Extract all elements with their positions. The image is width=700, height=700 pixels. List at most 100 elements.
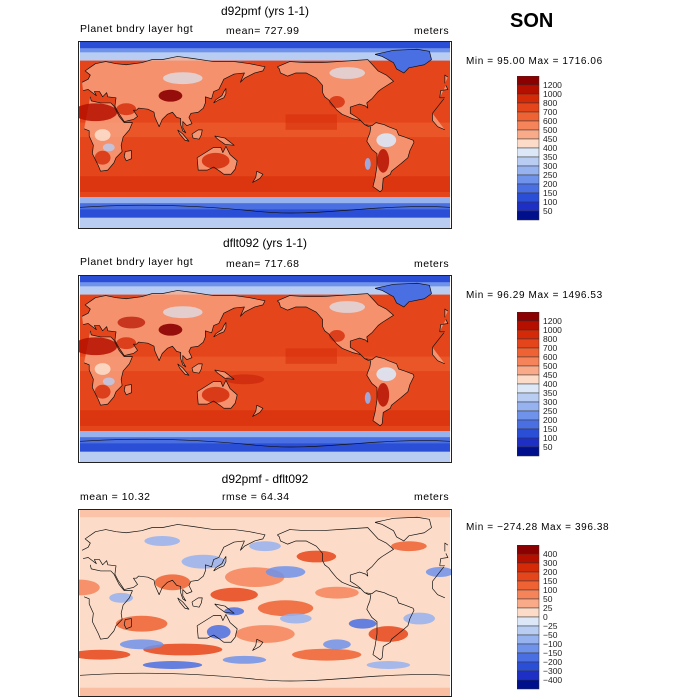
- colorbar-label: 300: [543, 397, 557, 407]
- colorbar-label: 1200: [543, 80, 562, 90]
- colorbar-label: −300: [543, 666, 562, 676]
- colorbar-label: 600: [543, 352, 557, 362]
- colorbar-label: −200: [543, 657, 562, 667]
- colorbar-label: 600: [543, 116, 557, 126]
- panel-1-mean: mean= 727.99: [226, 25, 300, 37]
- colorbar-swatch: [517, 643, 540, 654]
- colorbar-swatch: [517, 365, 540, 376]
- colorbar-swatch: [517, 392, 540, 403]
- colorbar-swatch: [517, 338, 540, 349]
- colorbar-label: 250: [543, 406, 557, 416]
- colorbar-swatch: [517, 598, 540, 609]
- colorbar-swatch: [517, 571, 540, 582]
- colorbar-label: 200: [543, 179, 557, 189]
- colorbar-swatch: [517, 76, 540, 86]
- panel-2-units: meters: [414, 258, 450, 270]
- colorbar-swatch: [517, 192, 540, 203]
- colorbar-label: 700: [543, 343, 557, 353]
- colorbar-label: 450: [543, 134, 557, 144]
- colorbar-swatch: [517, 625, 540, 636]
- panel-2-colorbar: 1200100080070060050045040035030025020015…: [517, 312, 562, 457]
- colorbar-label: 150: [543, 188, 557, 198]
- colorbar-swatch: [517, 329, 540, 340]
- colorbar-label: 100: [543, 585, 557, 595]
- colorbar-swatch: [517, 320, 540, 331]
- colorbar-swatch: [517, 174, 540, 185]
- colorbar-label: 200: [543, 415, 557, 425]
- colorbar-label: 350: [543, 388, 557, 398]
- colorbar-label: 500: [543, 361, 557, 371]
- colorbar-label: 50: [543, 206, 553, 216]
- season-label: SON: [510, 10, 554, 32]
- colorbar-label: 50: [543, 442, 553, 452]
- colorbar-label: 700: [543, 107, 557, 117]
- panel-1-map: [78, 41, 452, 229]
- colorbar-label: 1200: [543, 316, 562, 326]
- colorbar-swatch: [517, 661, 540, 672]
- colorbar-label: 450: [543, 370, 557, 380]
- panel-2-mean: mean= 717.68: [226, 258, 300, 270]
- colorbar-label: 150: [543, 424, 557, 434]
- colorbar-label: −50: [543, 630, 558, 640]
- panel-3-minmax: Min = −274.28 Max = 396.38: [466, 522, 610, 533]
- colorbar-swatch: [517, 446, 540, 457]
- colorbar-label: 150: [543, 576, 557, 586]
- colorbar-swatch: [517, 419, 540, 430]
- colorbar-label: −150: [543, 648, 562, 658]
- colorbar-swatch: [517, 102, 540, 113]
- colorbar-swatch: [517, 545, 540, 555]
- colorbar-label: 500: [543, 125, 557, 135]
- colorbar-label: 400: [543, 143, 557, 153]
- colorbar-swatch: [517, 634, 540, 645]
- panel-3-units: meters: [414, 491, 450, 503]
- colorbar-label: 400: [543, 549, 557, 559]
- colorbar-swatch: [517, 616, 540, 627]
- colorbar-swatch: [517, 138, 540, 149]
- panel-3-mean: mean = 10.32: [80, 491, 151, 503]
- panel-1-units: meters: [414, 25, 450, 37]
- colorbar-swatch: [517, 201, 540, 212]
- colorbar-label: 300: [543, 161, 557, 171]
- panel-3-colorbar: 40030020015010050250−25−50−100−150−200−3…: [517, 545, 562, 690]
- colorbar-label: 100: [543, 433, 557, 443]
- colorbar-swatch: [517, 679, 540, 690]
- colorbar-swatch: [517, 374, 540, 385]
- colorbar-swatch: [517, 437, 540, 448]
- colorbar-swatch: [517, 607, 540, 618]
- panel-2-variable: Planet bndry layer hgt: [80, 256, 194, 268]
- colorbar-swatch: [517, 165, 540, 176]
- colorbar-swatch: [517, 589, 540, 600]
- colorbar-swatch: [517, 401, 540, 412]
- panel-2-map: [78, 275, 452, 463]
- colorbar-label: 300: [543, 558, 557, 568]
- colorbar-label: 0: [543, 612, 548, 622]
- panel-3-map: [78, 509, 452, 697]
- colorbar-label: −25: [543, 621, 558, 631]
- colorbar-swatch: [517, 553, 540, 564]
- colorbar-label: 800: [543, 334, 557, 344]
- colorbar-swatch: [517, 93, 540, 104]
- colorbar-swatch: [517, 183, 540, 194]
- colorbar-swatch: [517, 580, 540, 591]
- colorbar-label: 200: [543, 567, 557, 577]
- colorbar-swatch: [517, 129, 540, 140]
- colorbar-label: 400: [543, 379, 557, 389]
- colorbar-swatch: [517, 347, 540, 358]
- panel-2-minmax: Min = 96.29 Max = 1496.53: [466, 290, 603, 301]
- colorbar-swatch: [517, 312, 540, 322]
- panel-1-colorbar: 1200100080070060050045040035030025020015…: [517, 76, 562, 221]
- colorbar-swatch: [517, 428, 540, 439]
- colorbar-swatch: [517, 147, 540, 158]
- colorbar-label: 800: [543, 98, 557, 108]
- colorbar-label: −100: [543, 639, 562, 649]
- panel-2-title: dflt092 (yrs 1-1): [222, 236, 308, 250]
- colorbar-label: 250: [543, 170, 557, 180]
- colorbar-label: −400: [543, 675, 562, 685]
- colorbar-swatch: [517, 120, 540, 131]
- panel-3-rmse: rmse = 64.34: [222, 491, 290, 503]
- colorbar-label: 350: [543, 152, 557, 162]
- panel-1-variable: Planet bndry layer hgt: [80, 23, 194, 35]
- colorbar-label: 1000: [543, 89, 562, 99]
- colorbar-label: 1000: [543, 325, 562, 335]
- panel-3-title: d92pmf - dflt092: [221, 472, 309, 486]
